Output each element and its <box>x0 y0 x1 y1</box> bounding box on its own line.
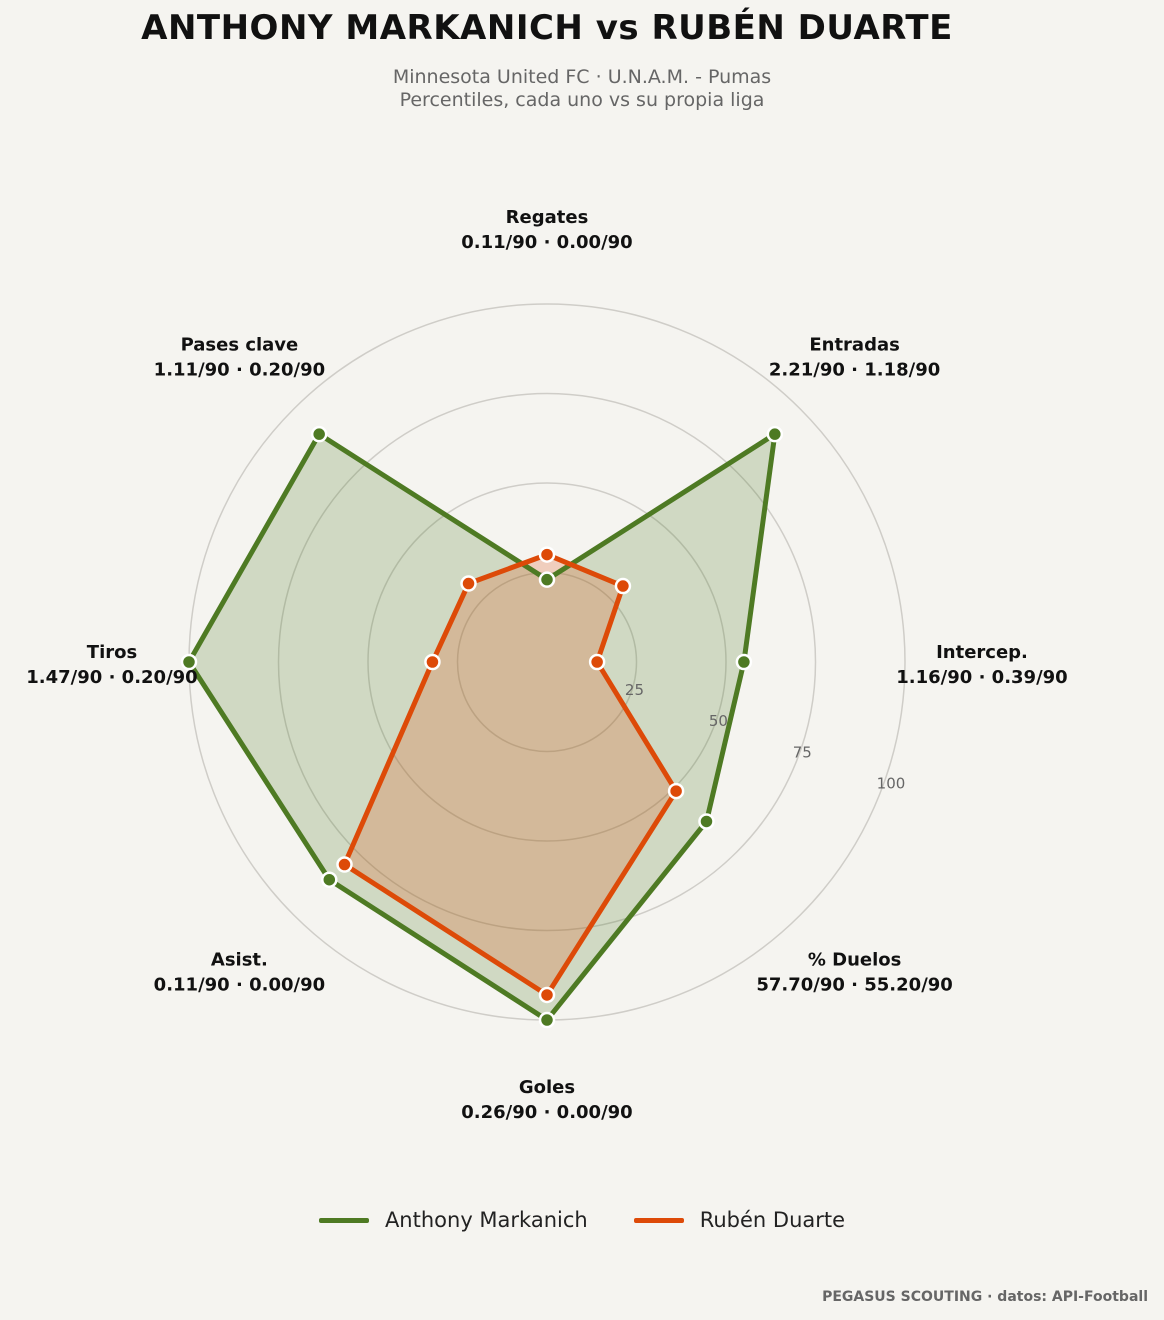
legend-item-series-a[interactable]: Anthony Markanich <box>318 1208 588 1232</box>
data-point-s1-7 <box>460 575 477 592</box>
data-point-s0-7 <box>310 425 328 443</box>
data-point-s0-0 <box>538 571 556 588</box>
axis-label-6: Tiros <box>87 642 137 663</box>
chart-subtitle: Minnesota United FC · U.N.A.M. - Pumas P… <box>0 66 1164 112</box>
legend-swatch-series-a <box>318 1217 369 1223</box>
radial-tick-label-50: 50 <box>709 712 728 730</box>
data-point-s1-5 <box>336 856 353 873</box>
data-point-s0-4 <box>538 1011 556 1029</box>
radial-tick-label-100: 100 <box>877 774 906 792</box>
legend-label-series-a: Anthony Markanich <box>384 1208 588 1232</box>
data-point-s1-0 <box>538 546 556 563</box>
axis-value-label-0: 0.11/90 · 0.00/90 <box>461 232 632 253</box>
legend: Anthony Markanich Rubén Duarte <box>0 1208 1164 1232</box>
axis-value-label-4: 0.26/90 · 0.00/90 <box>461 1102 632 1123</box>
data-point-s0-2 <box>735 653 753 671</box>
chart-title: ANTHONY MARKANICH vs RUBÉN DUARTE <box>141 8 953 48</box>
data-point-s1-3 <box>667 782 685 800</box>
grid-circle-50 <box>367 482 727 842</box>
axis-value-label-1: 2.21/90 · 1.18/90 <box>769 359 940 380</box>
axis-label-7: Pases clave <box>181 334 299 355</box>
data-point-s0-6 <box>180 653 198 671</box>
axis-value-label-7: 1.11/90 · 0.20/90 <box>154 359 325 380</box>
axis-label-2: Intercep. <box>936 642 1028 663</box>
axis-value-label-6: 1.47/90 · 0.20/90 <box>26 667 197 688</box>
axis-label-0: Regates <box>506 207 589 228</box>
data-point-s0-5 <box>321 871 338 888</box>
legend-swatch-series-b <box>633 1217 684 1223</box>
axis-value-label-5: 0.11/90 · 0.00/90 <box>154 975 325 996</box>
data-point-s1-1 <box>614 577 632 595</box>
axis-value-label-2: 1.16/90 · 0.39/90 <box>896 667 1067 688</box>
data-point-s1-2 <box>588 653 606 671</box>
subtitle-teams: Minnesota United FC · U.N.A.M. - Pumas <box>392 66 772 88</box>
data-point-s1-6 <box>424 653 441 671</box>
legend-item-series-b[interactable]: Rubén Duarte <box>633 1208 846 1232</box>
axis-value-label-3: 57.70/90 · 55.20/90 <box>756 975 953 996</box>
data-point-s0-1 <box>766 425 784 443</box>
data-point-s1-4 <box>538 986 556 1004</box>
grid-circle-75 <box>277 392 817 932</box>
data-point-s0-3 <box>698 813 715 830</box>
radial-tick-label-25: 25 <box>625 681 644 699</box>
radar-chart: 25 50 75 100 Regates 0.11/90 · 0.00/90 Entrada… <box>26 207 1067 1123</box>
footer-credit: PEGASUS SCOUTING · datos: API-Football <box>822 1289 1148 1305</box>
axis-label-3: % Duelos <box>808 950 902 971</box>
axis-label-4: Goles <box>519 1077 575 1098</box>
axis-label-1: Entradas <box>809 334 899 355</box>
subtitle-description: Percentiles, cada uno vs su propia liga <box>399 89 765 111</box>
legend-label-series-b: Rubén Duarte <box>699 1208 846 1232</box>
radial-tick-label-75: 75 <box>793 743 812 761</box>
axis-label-5: Asist. <box>211 950 268 971</box>
